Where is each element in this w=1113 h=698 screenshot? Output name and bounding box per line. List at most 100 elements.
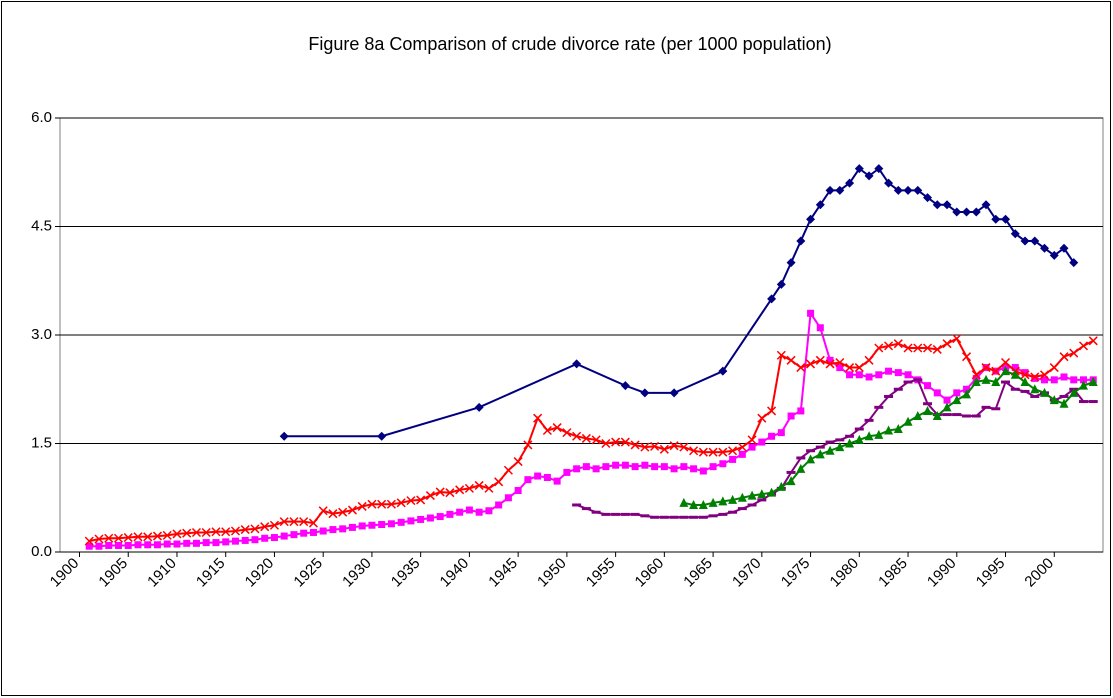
series-marker bbox=[815, 449, 825, 459]
series-marker bbox=[963, 385, 971, 393]
series-marker bbox=[1010, 229, 1020, 239]
series-marker bbox=[698, 447, 708, 457]
series-marker bbox=[416, 495, 426, 505]
series-marker bbox=[1031, 374, 1039, 382]
series-marker bbox=[835, 442, 845, 452]
series-marker bbox=[250, 524, 260, 534]
series-marker bbox=[845, 438, 855, 448]
series-marker bbox=[251, 536, 259, 544]
series-marker bbox=[708, 447, 718, 457]
series-marker bbox=[620, 437, 630, 447]
series-marker bbox=[279, 431, 289, 441]
series-marker bbox=[222, 538, 230, 546]
series-marker bbox=[640, 442, 650, 452]
series-marker bbox=[776, 481, 786, 491]
series-marker bbox=[348, 523, 356, 531]
series-marker bbox=[475, 508, 483, 516]
series-line bbox=[89, 337, 1094, 543]
series-marker bbox=[602, 463, 610, 471]
series-marker bbox=[494, 477, 504, 487]
series-marker bbox=[1059, 352, 1069, 362]
series-marker bbox=[923, 343, 933, 353]
series-marker bbox=[659, 444, 669, 454]
series-marker bbox=[815, 200, 825, 210]
series-marker bbox=[153, 541, 161, 549]
series-marker bbox=[240, 525, 250, 535]
series-marker bbox=[806, 359, 816, 369]
series-marker bbox=[201, 527, 211, 538]
series-marker bbox=[884, 425, 894, 435]
series-marker bbox=[767, 294, 777, 304]
series-marker bbox=[942, 200, 952, 210]
series-marker bbox=[123, 533, 133, 543]
series-marker bbox=[581, 433, 591, 443]
series-marker bbox=[981, 363, 991, 373]
series-marker bbox=[328, 509, 338, 519]
series-marker bbox=[260, 522, 270, 532]
series-marker bbox=[1049, 395, 1059, 405]
series-marker bbox=[933, 389, 941, 397]
series-marker bbox=[573, 465, 581, 473]
series-marker bbox=[1059, 243, 1069, 253]
series-marker bbox=[290, 531, 298, 539]
series-marker bbox=[542, 425, 552, 436]
series-marker bbox=[1039, 370, 1050, 380]
series-marker bbox=[864, 431, 874, 441]
series-marker bbox=[797, 407, 805, 415]
series-marker bbox=[377, 431, 387, 441]
series-marker bbox=[806, 214, 816, 224]
series-marker bbox=[757, 413, 767, 423]
series-marker bbox=[553, 477, 561, 485]
series-marker bbox=[173, 540, 181, 548]
series-marker bbox=[582, 463, 590, 471]
series-marker bbox=[1040, 243, 1050, 253]
series-marker bbox=[172, 529, 182, 539]
series-marker bbox=[854, 434, 864, 444]
series-marker bbox=[455, 485, 465, 495]
series-marker bbox=[650, 441, 660, 451]
series-marker bbox=[436, 513, 444, 521]
series-marker bbox=[796, 463, 806, 473]
series-marker bbox=[534, 472, 542, 480]
series-marker bbox=[875, 371, 883, 379]
series-marker bbox=[1030, 236, 1040, 246]
series-marker bbox=[952, 395, 962, 405]
series-marker bbox=[230, 526, 240, 536]
series-marker bbox=[1088, 377, 1098, 387]
series-marker bbox=[572, 431, 582, 441]
series-marker bbox=[641, 461, 649, 469]
series-marker bbox=[465, 506, 473, 514]
y-tick-label: 1.5 bbox=[31, 434, 52, 451]
series-marker bbox=[104, 533, 114, 543]
series-marker bbox=[806, 454, 816, 464]
series-marker bbox=[757, 489, 767, 499]
series-marker bbox=[1069, 348, 1079, 358]
series-marker bbox=[660, 463, 668, 471]
series-marker bbox=[143, 532, 153, 542]
series-marker bbox=[709, 463, 717, 471]
series-marker bbox=[845, 178, 855, 188]
series-marker bbox=[270, 534, 278, 542]
series-marker bbox=[651, 463, 659, 471]
series-marker bbox=[386, 499, 396, 509]
series-marker bbox=[162, 530, 172, 540]
series-marker bbox=[1030, 372, 1040, 382]
series-marker bbox=[913, 411, 923, 421]
series-marker bbox=[680, 463, 688, 471]
series-marker bbox=[144, 541, 152, 549]
series-marker bbox=[1079, 380, 1089, 390]
series-marker bbox=[776, 350, 786, 360]
series-marker bbox=[679, 442, 689, 452]
y-tick-label: 0.0 bbox=[31, 543, 52, 560]
series-marker bbox=[406, 496, 416, 506]
series-marker bbox=[183, 539, 191, 547]
series-marker bbox=[767, 406, 777, 416]
series-marker bbox=[396, 498, 406, 508]
series-marker bbox=[1059, 398, 1069, 408]
series-marker bbox=[269, 520, 279, 530]
series-marker bbox=[825, 185, 835, 195]
series-marker bbox=[825, 359, 835, 369]
series-marker bbox=[729, 455, 737, 463]
series-marker bbox=[241, 536, 249, 544]
series-marker bbox=[1041, 376, 1049, 384]
